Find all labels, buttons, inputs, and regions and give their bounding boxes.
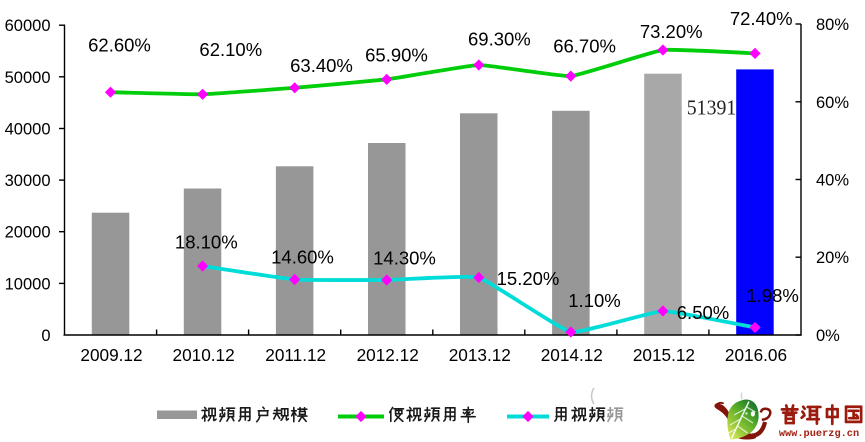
svg-text:2012.12: 2012.12 [357, 345, 419, 365]
svg-text:20000: 20000 [5, 224, 51, 242]
svg-text:14.60%: 14.60% [271, 247, 334, 268]
svg-text:30000: 30000 [5, 172, 51, 190]
svg-text:40000: 40000 [5, 121, 51, 139]
svg-text:1.10%: 1.10% [568, 290, 620, 311]
svg-text:62.60%: 62.60% [88, 35, 151, 56]
svg-text:80%: 80% [816, 16, 849, 34]
svg-text:14.30%: 14.30% [373, 248, 436, 269]
svg-text:15.20%: 15.20% [497, 268, 560, 289]
svg-text:18.10%: 18.10% [175, 232, 238, 253]
svg-text:50000: 50000 [5, 69, 51, 87]
svg-text:69.30%: 69.30% [468, 28, 531, 49]
svg-text:51391: 51391 [687, 97, 736, 120]
svg-text:2011.12: 2011.12 [265, 345, 326, 365]
svg-text:1.98%: 1.98% [746, 285, 798, 306]
svg-text:0: 0 [41, 327, 50, 345]
svg-text:60000: 60000 [5, 17, 51, 35]
svg-text:10000: 10000 [5, 275, 51, 293]
svg-text:2016.06: 2016.06 [725, 345, 787, 365]
svg-text:20%: 20% [816, 249, 849, 267]
svg-text:40%: 40% [816, 172, 849, 190]
svg-text:2014.12: 2014.12 [541, 345, 603, 365]
svg-text:2015.12: 2015.12 [633, 345, 695, 365]
svg-text:2009.12: 2009.12 [80, 345, 142, 365]
svg-text:www.puerzg.cn: www.puerzg.cn [779, 428, 859, 440]
svg-text:2013.12: 2013.12 [449, 345, 511, 365]
svg-text:62.10%: 62.10% [199, 39, 262, 60]
svg-text:0%: 0% [816, 327, 840, 345]
svg-text:63.40%: 63.40% [290, 55, 353, 76]
svg-text:2010.12: 2010.12 [173, 345, 235, 365]
svg-text:65.90%: 65.90% [365, 44, 428, 65]
svg-text:66.70%: 66.70% [553, 36, 616, 57]
svg-text:6.50%: 6.50% [677, 302, 729, 323]
svg-text:60%: 60% [816, 94, 849, 112]
svg-text:73.20%: 73.20% [640, 21, 703, 42]
svg-text:72.40%: 72.40% [730, 8, 793, 29]
